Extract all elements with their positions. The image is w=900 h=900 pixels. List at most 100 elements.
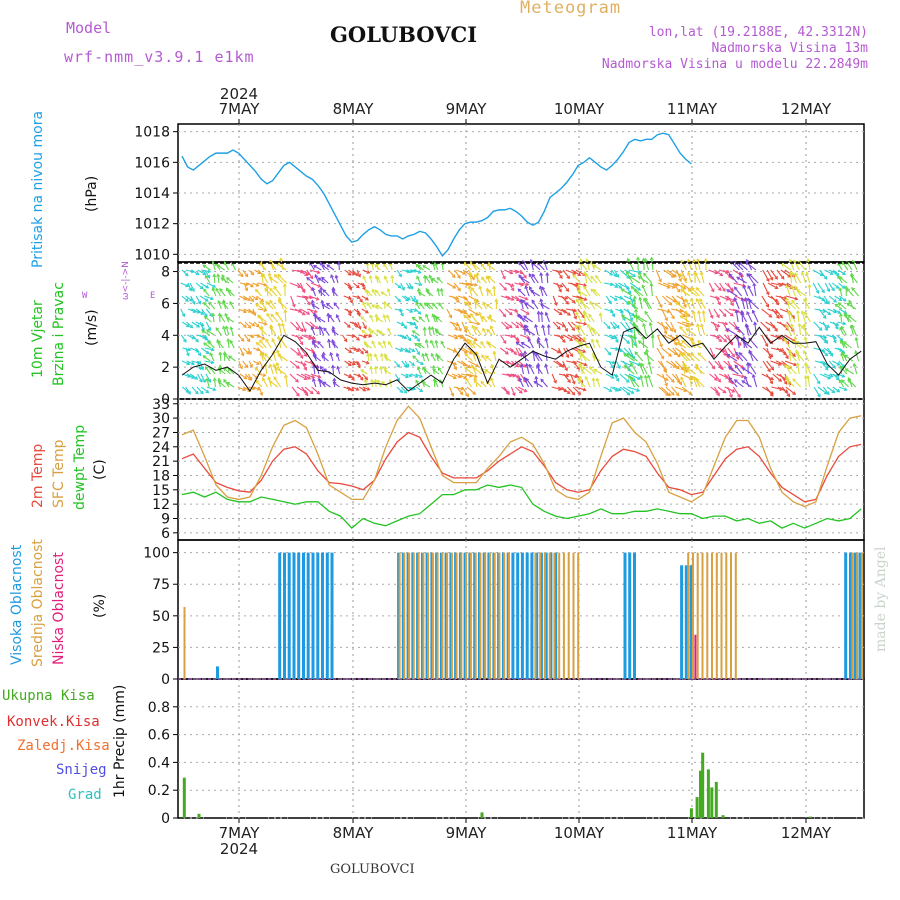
wind-arrow-head xyxy=(255,303,259,308)
mid-cloud-bar xyxy=(469,552,472,679)
wind-arrow xyxy=(311,386,320,395)
wind-arrow xyxy=(281,323,287,336)
wind-arrow xyxy=(202,264,211,271)
wind-arrow xyxy=(191,321,200,328)
wind-arrow-head xyxy=(295,378,299,383)
wind-arrow xyxy=(255,380,263,388)
wind-arrow-head xyxy=(381,380,386,385)
wind-arrow-head xyxy=(690,341,695,345)
wind-arrow-head xyxy=(567,312,571,316)
wind-arrow xyxy=(431,278,439,284)
wind-arrow xyxy=(357,321,362,330)
wind-arrow-head xyxy=(472,367,477,371)
wind-arrow-head xyxy=(571,327,575,332)
wind-arrow-head xyxy=(544,350,549,354)
wind-arrow-head xyxy=(475,363,480,367)
wind-arrow-head xyxy=(742,284,747,289)
wind-arrow-head xyxy=(628,275,633,280)
wind-arrow xyxy=(381,353,383,362)
wind-arrow xyxy=(660,321,667,334)
wind-arrow-head xyxy=(254,375,259,380)
wind-arrow-head xyxy=(752,282,757,287)
wind-arrow-head xyxy=(670,378,675,383)
wind-arrow xyxy=(783,337,791,349)
pressure-ylabel: Pritisak na nivou mora xyxy=(30,111,46,268)
wind-arrow-head xyxy=(243,375,248,380)
wind-arrow xyxy=(504,308,513,316)
wind-arrow-head xyxy=(792,353,796,357)
wind-arrow xyxy=(259,300,267,310)
wind-arrow-head xyxy=(348,349,353,353)
wind-arrow-head xyxy=(209,352,214,357)
wind-arrow xyxy=(200,282,209,289)
wind-arrow-head xyxy=(317,277,322,281)
wind-arrow xyxy=(493,351,497,362)
wind-arrow-head xyxy=(209,313,213,318)
wind-arrow-head xyxy=(515,341,520,346)
wind-arrow-head xyxy=(536,362,541,367)
wind-arrow xyxy=(708,269,718,274)
wind-arrow-head xyxy=(411,298,416,303)
wind-arrow xyxy=(221,274,227,284)
wind-arrow xyxy=(639,297,643,310)
wind-arrow-head xyxy=(725,297,730,301)
wind-arrow-head xyxy=(583,362,588,367)
wind-arrow-head xyxy=(467,364,472,369)
wind-arrow-head xyxy=(581,366,586,371)
wind-arrow xyxy=(222,301,229,310)
wind-arrow-head xyxy=(734,364,739,369)
wind-arrow xyxy=(619,295,630,305)
wind-arrow xyxy=(681,340,691,349)
wind-arrow xyxy=(437,355,444,362)
wind-arrow xyxy=(578,325,586,336)
wind-arrow xyxy=(365,343,372,349)
wind-arrow-head xyxy=(368,352,373,357)
wind-arrow xyxy=(672,282,681,293)
wind-arrow-head xyxy=(422,265,426,269)
wind-arrow-head xyxy=(321,304,326,308)
wind-arrow-head xyxy=(240,338,245,342)
wind-arrow-head xyxy=(725,328,730,332)
wind-arrow xyxy=(553,334,564,339)
wind-arrow-head xyxy=(585,258,590,263)
wind-arrow xyxy=(371,289,377,297)
mid-cloud-bar xyxy=(539,552,542,679)
wind-arrow xyxy=(346,308,352,316)
wind-arrow-head xyxy=(506,391,510,396)
wind-arrow-head xyxy=(436,355,441,359)
wind-arrow-head xyxy=(457,287,461,292)
wind-arrow xyxy=(290,321,300,331)
wind-arrow xyxy=(551,347,561,354)
wind-arrow-head xyxy=(546,324,551,328)
wind-arrow xyxy=(457,373,467,379)
wind-arrow xyxy=(557,386,567,392)
wind-arrow-head xyxy=(785,324,789,328)
wind-arrow-head xyxy=(832,339,837,344)
wind-arrow xyxy=(785,295,798,300)
wind-arrow-head xyxy=(582,387,587,392)
wind-arrow xyxy=(540,378,548,388)
wind-arrow xyxy=(796,340,806,349)
wind-arrow xyxy=(812,282,819,294)
wind-arrow xyxy=(400,282,405,291)
wind-arrow xyxy=(628,375,636,388)
wind-arrow xyxy=(718,269,729,274)
wind-arrow-head xyxy=(728,273,733,278)
wind-arrow-head xyxy=(325,302,330,307)
wind-arrow xyxy=(352,269,359,276)
wind-arrow xyxy=(264,353,273,362)
wind-arrow xyxy=(290,295,296,307)
wind-arrow xyxy=(383,314,387,323)
wind-arrow-head xyxy=(407,337,412,342)
legend-total-rain: Ukupna Kisa xyxy=(2,688,95,704)
wind-arrow-head xyxy=(202,264,207,269)
wind-arrow-head xyxy=(212,377,217,382)
wind-arrow xyxy=(320,366,326,375)
wind-arrow-head xyxy=(727,366,732,370)
wind-arrow-head xyxy=(545,272,550,276)
wind-arrow-head xyxy=(244,273,249,278)
wind-arrow-head xyxy=(274,367,279,371)
wind-arrow-head xyxy=(723,352,727,357)
wind-arrow-head xyxy=(465,393,469,398)
wind-arrow xyxy=(776,269,785,280)
